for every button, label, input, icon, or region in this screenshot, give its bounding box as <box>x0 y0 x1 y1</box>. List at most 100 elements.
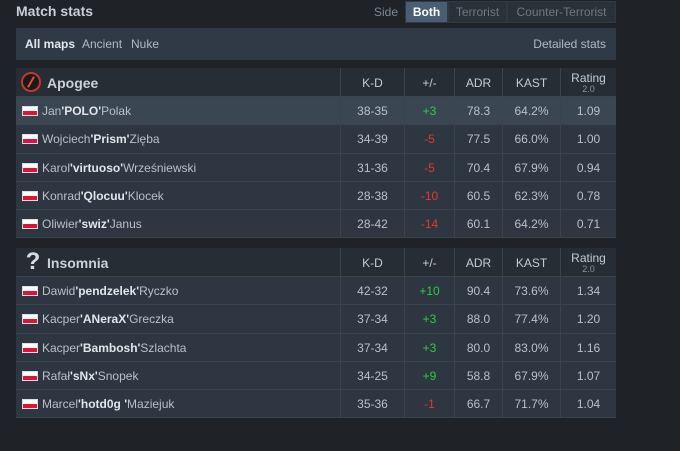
player-name[interactable]: Oliwier 'swiz' Janus <box>42 210 142 238</box>
player-name[interactable]: Wojciech 'Prism' Zięba <box>42 125 160 153</box>
stat-adr: 60.5 <box>454 181 502 210</box>
column-header: ADR <box>454 248 502 277</box>
player-row: Konrad 'Qlocuu' Klocek 28-38 -10 60.5 62.3% 0… <box>16 181 616 211</box>
side-tab[interactable]: Terrorist <box>448 1 507 23</box>
column-header: K-D <box>340 248 404 277</box>
player-row: Karol 'virtuoso' Wrześniewski 31-36 -5 70.4… <box>16 153 616 182</box>
first-name: Dawid <box>42 284 76 298</box>
last-name: Szlachta <box>140 340 187 355</box>
nickname: 'sNx' <box>70 368 98 383</box>
first-name: Kacper <box>42 340 81 355</box>
rating-version: 2.0 <box>582 83 595 94</box>
last-name: Zięba <box>129 132 160 147</box>
column-header-label: K-D <box>362 75 383 90</box>
stat-rating: 1.00 <box>560 125 616 154</box>
detailed-stats-link[interactable]: Detailed stats <box>533 37 606 51</box>
player-name[interactable]: Dawid 'pendzelek' Ryczko <box>42 277 178 305</box>
team-name: Insomnia <box>47 255 109 271</box>
first-name: Oliwier <box>42 217 79 232</box>
player-row: Wojciech 'Prism' Zięba 34-39 -5 77.5 66.0% 1.… <box>16 125 616 154</box>
stat-adr: 66.7 <box>454 390 502 419</box>
stat-kast: 66.0% <box>502 125 560 154</box>
player-name[interactable]: Konrad 'Qlocuu' Klocek <box>42 182 164 210</box>
stat-pm: +3 <box>404 333 454 362</box>
nickname: 'Prism' <box>90 132 130 147</box>
flag <box>22 399 38 410</box>
stat-kast: 83.0% <box>502 333 560 362</box>
last-name: Janus <box>109 217 142 232</box>
side-tab[interactable]: Both <box>405 1 448 23</box>
stat-rating: 1.09 <box>560 97 616 125</box>
team-logo: ? <box>25 248 41 275</box>
flag <box>22 370 38 381</box>
player-row: Rafał 'sNx' Snopek 34-25 +9 58.8 67.9% 1.07 <box>16 361 616 391</box>
stat-kd: 35-36 <box>340 390 404 419</box>
column-header: Rating 2.0 <box>560 68 616 97</box>
team-name: Apogee <box>47 75 99 91</box>
stat-pm: -1 <box>404 390 454 419</box>
player-name[interactable]: Rafał 'sNx' Snopek <box>42 362 138 390</box>
stat-adr: 78.3 <box>454 97 502 125</box>
flag <box>22 190 38 201</box>
stat-rating: 0.71 <box>560 210 616 239</box>
stat-adr: 70.4 <box>454 153 502 182</box>
map-filter[interactable]: All maps <box>25 37 76 51</box>
side-tab[interactable]: Counter-Terrorist <box>507 1 616 23</box>
stat-pm: -5 <box>404 153 454 182</box>
stat-pm: -10 <box>404 181 454 210</box>
column-header-label: K-D <box>362 255 383 270</box>
nickname: 'hotd0g ' <box>78 397 128 412</box>
first-name: Konrad <box>42 188 81 203</box>
column-header: ADR <box>454 68 502 97</box>
stat-rating: 1.20 <box>560 305 616 334</box>
stat-rating: 0.78 <box>560 181 616 210</box>
player-row: Jan 'POLO' Polak 38-35 +3 78.3 64.2% 1.09 <box>16 97 616 126</box>
stat-kast: 77.4% <box>502 305 560 334</box>
player-row: Dawid 'pendzelek' Ryczko 42-32 +10 90.4 73.6… <box>16 277 616 306</box>
column-header-label: Rating <box>571 70 606 85</box>
player-name[interactable]: Karol 'virtuoso' Wrześniewski <box>42 154 196 182</box>
stat-rating: 1.07 <box>560 361 616 390</box>
stat-kast: 64.2% <box>502 97 560 125</box>
logo-mark <box>27 76 35 88</box>
stat-kd: 31-36 <box>340 153 404 182</box>
column-header: K-D <box>340 68 404 97</box>
flag <box>22 219 38 230</box>
map-filter[interactable]: Ancient <box>82 37 123 51</box>
rating-version: 2.0 <box>582 263 595 274</box>
stat-adr: 90.4 <box>454 277 502 305</box>
first-name: Karol <box>42 160 71 175</box>
column-header-label: KAST <box>515 255 548 270</box>
filter-bar: All maps Ancient Nuke Detailed stats <box>16 28 616 60</box>
first-name: Jan <box>42 104 62 118</box>
nickname: 'ANeraX' <box>80 312 130 327</box>
title: Match stats <box>16 3 94 19</box>
player-row: Marcel 'hotd0g ' Maziejuk 35-36 -1 66.7 71.7… <box>16 390 616 419</box>
map-filter[interactable]: Nuke <box>131 37 160 51</box>
column-header-label: +/- <box>422 75 437 90</box>
stat-rating: 0.94 <box>560 153 616 182</box>
stat-pm: +9 <box>404 361 454 390</box>
column-header: +/- <box>404 248 454 277</box>
column-header-label: Rating <box>571 250 606 265</box>
column-header: Rating 2.0 <box>560 248 616 277</box>
player-name[interactable]: Kacper 'ANeraX' Greczka <box>42 305 174 333</box>
team-header: Apogee K-D +/- ADR KAST Rating 2.0 <box>16 68 616 97</box>
player-name[interactable]: Kacper 'Bambosh' Szlachta <box>42 334 186 362</box>
flag <box>22 106 38 116</box>
stat-kd: 37-34 <box>340 333 404 362</box>
first-name: Marcel <box>42 397 79 412</box>
stat-pm: -5 <box>404 125 454 154</box>
column-header-label: +/- <box>422 255 437 270</box>
last-name: Ryczko <box>139 284 179 298</box>
player-name[interactable]: Marcel 'hotd0g ' Maziejuk <box>42 390 174 418</box>
stat-kast: 73.6% <box>502 277 560 305</box>
flag <box>22 162 38 173</box>
last-name: Greczka <box>129 312 174 327</box>
flag <box>22 286 38 296</box>
player-name[interactable]: Jan 'POLO' Polak <box>42 97 131 125</box>
stat-rating: 1.04 <box>560 390 616 419</box>
stat-kd: 34-39 <box>340 125 404 154</box>
